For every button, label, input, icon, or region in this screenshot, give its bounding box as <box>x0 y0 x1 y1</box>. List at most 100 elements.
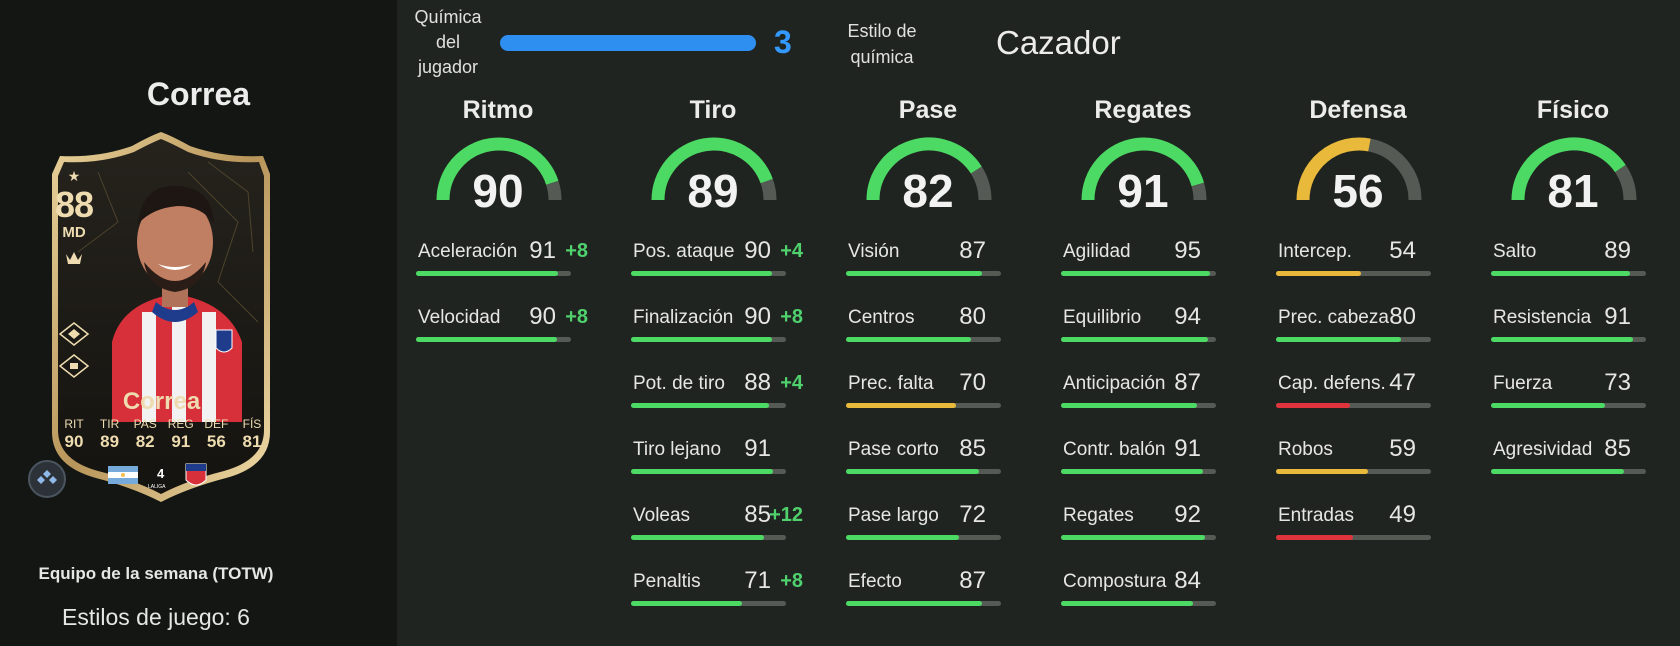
chemistry-bar <box>500 35 756 51</box>
attribute-row: Agilidad 95 <box>1061 237 1225 281</box>
attribute-name: Compostura <box>1063 571 1167 592</box>
category-title: Tiro <box>689 96 737 124</box>
attribute-bar-track <box>846 271 1001 276</box>
category-value: 56 <box>1332 165 1384 217</box>
chemistry-label: Química del jugador <box>400 5 496 80</box>
category-value: 81 <box>1547 165 1599 217</box>
attribute-value: 80 <box>959 303 986 330</box>
attribute-row: Penaltis 71 +8 <box>631 567 803 611</box>
attribute-name: Tiro lejano <box>633 439 722 460</box>
attribute-name: Pase largo <box>848 505 939 526</box>
attribute-value: 54 <box>1389 237 1416 264</box>
card-stat-value: 82 <box>135 432 155 451</box>
attribute-value: 88 <box>744 369 771 396</box>
category-title: Ritmo <box>462 96 534 124</box>
attribute-bar-track <box>846 535 1001 540</box>
gauge-fill <box>866 137 982 201</box>
attribute-value: 90 <box>744 237 771 264</box>
gauge-track <box>970 166 992 201</box>
attribute-value: 91 <box>1604 303 1631 330</box>
attribute-column-pase: Pase 82 Visión 87 Centros 80 Prec. falta 70 Pase… <box>846 96 1010 636</box>
attribute-value: 47 <box>1389 369 1416 396</box>
chem-style-label-line: Estilo de <box>847 21 917 41</box>
attribute-name: Prec. falta <box>848 373 934 394</box>
card-program: Equipo de la semana (TOTW) <box>38 564 274 583</box>
attribute-row: Visión 87 <box>846 237 1010 281</box>
chemistry-label-line: Química <box>414 7 482 27</box>
attribute-row: Fuerza 73 <box>1491 369 1655 413</box>
argentina-flag-icon <box>108 466 138 484</box>
category-value: 82 <box>902 165 954 217</box>
card-stat-value: 89 <box>100 432 120 451</box>
attribute-bar-fill <box>631 469 774 474</box>
card-stat-label: PAS <box>133 417 157 431</box>
attribute-row: Aceleración 91 +8 <box>416 237 588 281</box>
attribute-name: Cap. defens. <box>1278 373 1386 394</box>
category-title: Defensa <box>1309 96 1407 124</box>
attribute-name: Agresividad <box>1493 439 1593 460</box>
attribute-row: Tiro lejano 91 <box>631 435 795 479</box>
attribute-name: Salto <box>1493 241 1537 262</box>
attribute-row: Finalización 90 +8 <box>631 303 803 347</box>
league-logo-icon: 4 LALIGA <box>148 466 166 490</box>
attribute-bar-track <box>846 601 1001 606</box>
attribute-name: Prec. cabeza <box>1278 307 1389 328</box>
attribute-value: 95 <box>1174 237 1201 264</box>
attribute-name: Entradas <box>1278 505 1355 526</box>
attribute-bar-fill <box>631 403 769 408</box>
gauge-track <box>760 178 777 201</box>
attribute-bar-track <box>1491 469 1646 474</box>
player-card[interactable]: ★ 88 MD Correa RIT 90 TIR 89 PAS 82 REG 91 DEF 56… <box>38 132 285 502</box>
attribute-bar-track <box>1061 469 1216 474</box>
card-stat-reg: REG 91 <box>165 417 197 452</box>
attribute-bar-fill <box>1276 469 1369 474</box>
attribute-bar-track <box>1491 337 1646 342</box>
gauge-fill <box>1081 137 1205 201</box>
card-stat-label: REG <box>167 417 194 431</box>
chemistry-diamond-button[interactable] <box>28 460 66 498</box>
attribute-row: Intercep. 54 <box>1276 237 1440 281</box>
attribute-value: 73 <box>1604 369 1631 396</box>
attribute-row: Salto 89 <box>1491 237 1655 281</box>
attribute-value: 92 <box>1174 501 1201 528</box>
attribute-bar-track <box>631 337 786 342</box>
card-rating: 88 <box>54 184 94 225</box>
attribute-value: 87 <box>959 567 986 594</box>
attribute-bar-fill <box>1276 535 1353 540</box>
attribute-value: 91 <box>1174 435 1201 462</box>
card-stat-pas: PAS 82 <box>129 417 161 452</box>
attribute-value: 87 <box>959 237 986 264</box>
attribute-value: 85 <box>1604 435 1631 462</box>
attribute-name: Pase corto <box>848 439 939 460</box>
attribute-row: Robos 59 <box>1276 435 1440 479</box>
attribute-bar-track <box>1276 271 1431 276</box>
attribute-value: 49 <box>1389 501 1416 528</box>
attribute-value: 72 <box>959 501 986 528</box>
attribute-value: 80 <box>1389 303 1416 330</box>
attribute-column-regates: Regates 91 Agilidad 95 Equilibrio 94 Anticipac… <box>1061 96 1225 636</box>
attribute-row: Pase largo 72 <box>846 501 1010 545</box>
svg-text:LALIGA: LALIGA <box>148 484 166 490</box>
attribute-bar-fill <box>1061 469 1204 474</box>
gauge-fill <box>1511 137 1626 201</box>
chemistry-value: 3 <box>774 24 792 60</box>
playstyle-icon <box>58 322 90 346</box>
chem-style-value[interactable]: Cazador <box>996 24 1121 61</box>
stats-panel <box>397 0 1680 646</box>
attribute-row: Pase corto 85 <box>846 435 1010 479</box>
attribute-bar-fill <box>1061 535 1206 540</box>
gauge-track <box>1614 164 1637 201</box>
attribute-name: Penaltis <box>633 571 701 592</box>
attribute-bar-fill <box>1061 403 1198 408</box>
attribute-value: 89 <box>1604 237 1631 264</box>
attribute-bar-track <box>1061 337 1216 342</box>
attribute-name: Efecto <box>848 571 902 592</box>
attribute-bar-track <box>1061 403 1216 408</box>
attribute-row: Cap. defens. 47 <box>1276 369 1440 413</box>
attribute-name: Anticipación <box>1063 373 1166 394</box>
attribute-bar-track <box>631 601 786 606</box>
attribute-bar-track <box>1061 271 1216 276</box>
card-stat-fís: FÍS 81 <box>236 417 268 452</box>
attribute-bar-fill <box>846 271 983 276</box>
attribute-row: Prec. falta 70 <box>846 369 1010 413</box>
